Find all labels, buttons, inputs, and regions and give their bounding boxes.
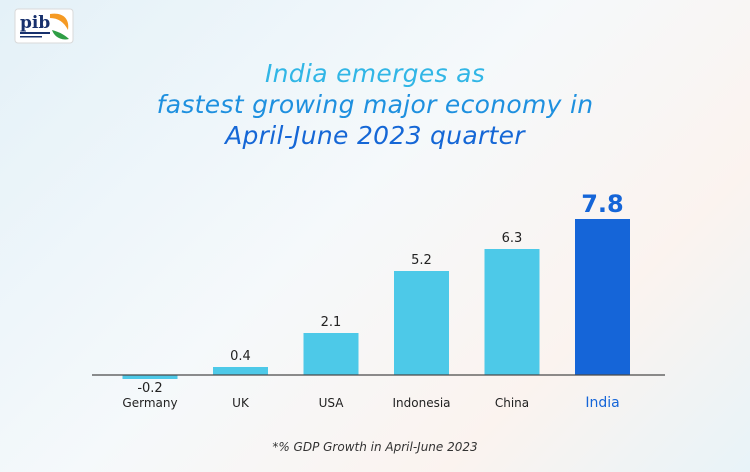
bars-group	[122, 219, 630, 379]
title-line-1: India emerges as	[264, 59, 486, 88]
value-label-india: 7.8	[581, 190, 624, 218]
value-label-usa: 2.1	[321, 315, 342, 330]
pib-logo: pib	[14, 8, 74, 44]
chart-title: India emerges as fastest growing major e…	[0, 58, 750, 151]
title-line-3: April-June 2023 quarter	[225, 121, 525, 150]
value-label-china: 6.3	[502, 231, 523, 246]
svg-text:pib: pib	[20, 13, 50, 33]
category-label-uk: UK	[232, 396, 250, 410]
category-label-usa: USA	[319, 396, 345, 410]
category-label-china: China	[495, 396, 529, 410]
value-label-indonesia: 5.2	[411, 253, 432, 268]
value-label-uk: 0.4	[230, 349, 251, 364]
value-label-germany: -0.2	[137, 381, 162, 396]
category-label-india: India	[585, 395, 619, 411]
footnote: *% GDP Growth in April-June 2023	[272, 440, 478, 454]
bar-usa	[303, 333, 359, 375]
value-labels-group: -0.2 0.4 2.1 5.2 6.3 7.8	[137, 190, 623, 396]
bar-china	[484, 249, 540, 375]
bar-germany	[122, 375, 178, 379]
category-label-indonesia: Indonesia	[392, 396, 450, 410]
bar-uk	[213, 367, 268, 375]
category-labels-group: Germany UK USA Indonesia China India	[122, 395, 619, 411]
title-line-2: fastest growing major economy in	[156, 90, 594, 119]
bar-indonesia	[394, 271, 449, 375]
bar-india	[575, 219, 630, 375]
category-label-germany: Germany	[122, 396, 177, 410]
